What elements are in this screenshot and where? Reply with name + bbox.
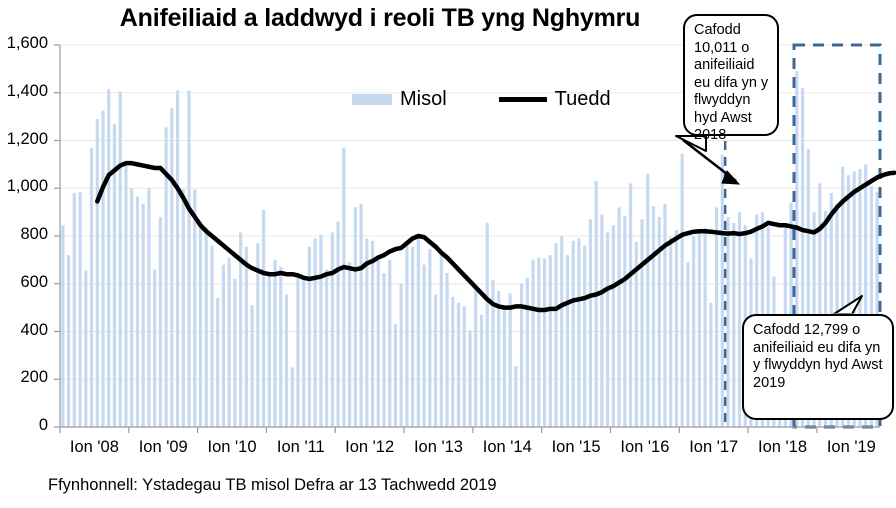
x-axis-tick: Ion '08 (69, 438, 119, 456)
callout-2019: Cafodd 12,799 o anifeiliaid eu difa yn y… (742, 314, 894, 420)
y-axis-tick: 600 (20, 272, 48, 291)
chart-title-text: Anifeiliaid a laddwyd i reoli TB yng Ngh… (119, 4, 641, 32)
x-axis-tick: Ion '17 (689, 438, 739, 456)
y-axis-tick: 1,600 (6, 34, 48, 52)
y-axis-tick: 800 (20, 225, 48, 243)
y-axis-tick: 400 (20, 320, 48, 339)
y-axis-tick: 1,400 (6, 81, 48, 100)
source-note: Ffynhonnell: Ystadegau TB misol Defra ar… (48, 476, 497, 494)
highlight-annotations (723, 43, 882, 429)
legend-line-label: Tuedd (554, 87, 611, 110)
x-axis-tick: Ion '15 (551, 438, 601, 456)
x-axis-tick: Ion '09 (138, 438, 188, 456)
trend-line-series (95, 160, 896, 313)
x-axis-tick: Ion '13 (413, 438, 463, 456)
chart-legend: Misol Tuedd (352, 86, 611, 112)
bar-series (61, 71, 879, 428)
x-axis-tick: Ion '18 (758, 438, 808, 456)
x-axis-tick: Ion '19 (826, 438, 876, 456)
y-axis-tick: 0 (38, 416, 48, 434)
y-axis-tick: 200 (20, 368, 48, 387)
x-axis-tick: Ion '14 (482, 438, 532, 456)
x-axis-tick: Ion '11 (276, 438, 325, 456)
page-title: Anifeiliaid a laddwyd i reoli TB yng Ngh… (0, 4, 896, 33)
y-axis-tick: 1,000 (6, 177, 48, 196)
x-axis-tick: Ion '10 (207, 438, 257, 456)
x-axis-tick: Ion '16 (620, 438, 670, 456)
legend-bar-swatch (352, 93, 392, 105)
legend-bar-label: Misol (400, 87, 447, 110)
callout-2018: Cafodd 10,011 o anifeiliaid eu difa yn y… (683, 14, 779, 143)
legend-line-swatch (498, 96, 547, 102)
x-axis-tick: Ion '12 (345, 438, 395, 456)
axes (54, 44, 880, 433)
y-axis-tick: 1,200 (6, 129, 48, 148)
